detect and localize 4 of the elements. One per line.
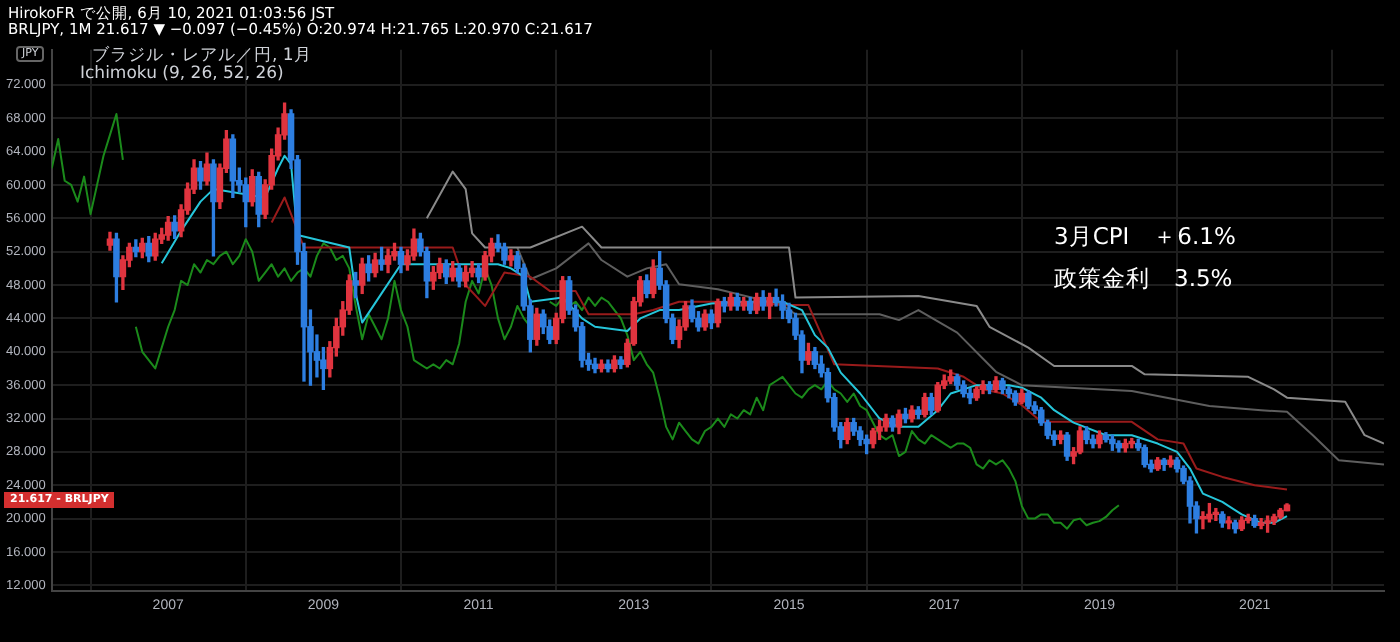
annotation: 3月CPI ＋6.1% — [1054, 222, 1236, 252]
text: Ichimoku (9, 26, 52, 26) — [80, 64, 284, 84]
chart-title: ブラジル・レアル／円, 1月 — [92, 44, 312, 66]
annotation: 政策金利 3.5% — [1054, 264, 1233, 294]
